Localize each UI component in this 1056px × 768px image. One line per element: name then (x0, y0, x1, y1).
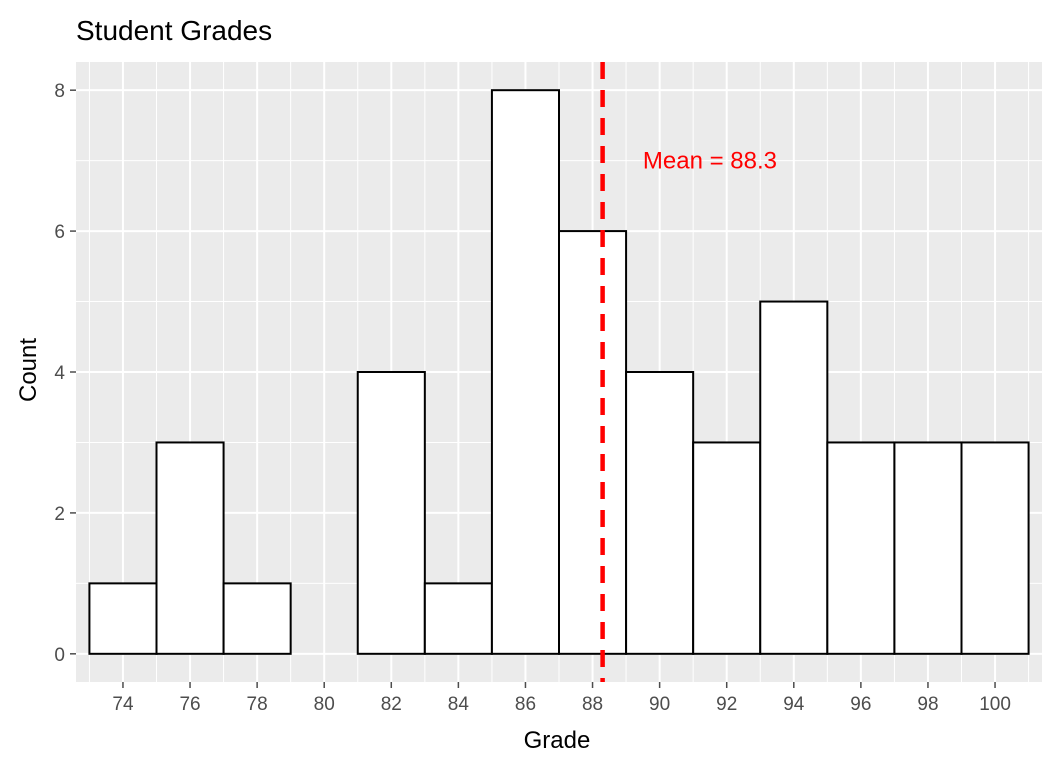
x-tick-label: 82 (381, 694, 402, 715)
mean-annotation: Mean = 88.3 (643, 148, 777, 175)
x-tick-label: 84 (448, 694, 470, 715)
x-tick-label: 94 (783, 694, 805, 715)
y-tick-label: 4 (54, 363, 65, 384)
histogram-bar (222, 582, 292, 655)
histogram-bar (155, 441, 225, 655)
y-tick-label: 6 (54, 222, 65, 243)
histogram-bar (88, 582, 158, 655)
chart-title: Student Grades (76, 15, 272, 46)
y-tick-label: 0 (54, 645, 65, 666)
histogram-bar (960, 441, 1030, 655)
x-tick-label: 80 (314, 694, 335, 715)
x-tick-label: 88 (582, 694, 603, 715)
histogram-bar (826, 441, 896, 655)
histogram-bar (759, 300, 829, 655)
x-tick-label: 86 (515, 694, 536, 715)
y-axis-ticks: 0 2 4 6 8 (54, 81, 76, 666)
histogram-bar (558, 230, 628, 655)
x-tick-label: 76 (179, 694, 200, 715)
x-tick-label: 98 (917, 694, 938, 715)
histogram-bar (893, 441, 963, 655)
x-tick-label: 90 (649, 694, 670, 715)
x-tick-label: 96 (850, 694, 871, 715)
x-tick-label: 74 (112, 694, 134, 715)
histogram-bar (625, 371, 695, 655)
x-axis-ticks: 74 76 78 80 82 84 86 88 90 92 94 96 98 100 (112, 682, 1011, 715)
y-tick-label: 8 (54, 81, 65, 102)
histogram-bar (692, 441, 762, 655)
histogram-bar (423, 582, 493, 655)
y-axis-title: Count (15, 338, 42, 402)
histogram-bar (356, 371, 426, 655)
x-tick-label: 92 (716, 694, 737, 715)
x-tick-label: 78 (247, 694, 268, 715)
x-tick-label: 100 (979, 694, 1011, 715)
y-tick-label: 2 (54, 504, 65, 525)
bars (88, 89, 1030, 655)
x-axis-title: Grade (524, 727, 591, 754)
histogram-bar (490, 89, 560, 655)
